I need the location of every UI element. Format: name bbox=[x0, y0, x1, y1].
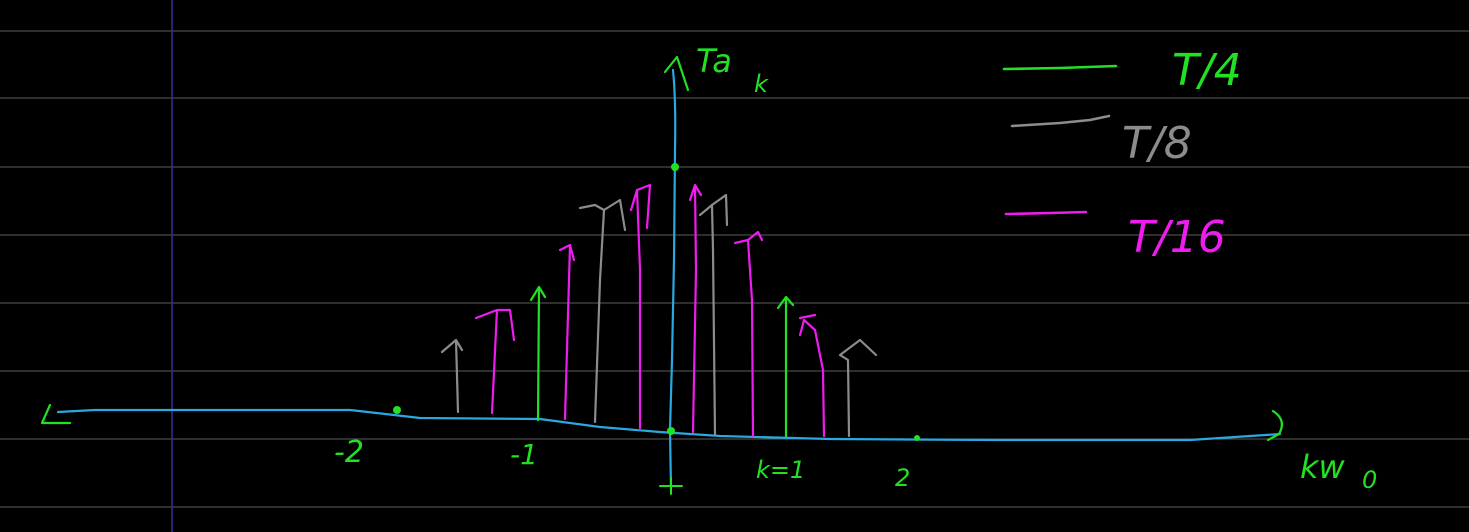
impulse-magenta bbox=[474, 308, 516, 415]
legend-swatch-t16 bbox=[1004, 210, 1088, 216]
y-axis-label-subscript: k bbox=[754, 70, 769, 98]
x-axis bbox=[56, 408, 1282, 442]
tick-label-k1: k=1 bbox=[756, 456, 805, 484]
impulse-gray bbox=[698, 193, 729, 437]
tick-label-neg1: -1 bbox=[510, 438, 538, 471]
x-axis-left-arrow bbox=[40, 403, 72, 425]
impulse-gray bbox=[578, 198, 627, 424]
legend-label-t4: T/4 bbox=[1172, 45, 1242, 96]
y-axis-bottom-tick bbox=[659, 477, 683, 495]
impulse-magenta bbox=[798, 313, 826, 438]
legend-swatches bbox=[1002, 64, 1118, 216]
impulse-green bbox=[529, 285, 547, 422]
impulses-t8 bbox=[440, 193, 878, 438]
x-axis-label-subscript: 0 bbox=[1362, 466, 1377, 494]
y-axis-dot bbox=[671, 163, 679, 171]
impulse-magenta bbox=[558, 243, 576, 421]
x-axis-label: kw bbox=[1300, 448, 1346, 486]
origin-dot bbox=[667, 427, 675, 435]
y-axis-arrow bbox=[663, 55, 690, 92]
tick-label-neg2: -2 bbox=[334, 435, 364, 470]
impulses-t4 bbox=[529, 285, 795, 438]
tick-dot-neg2 bbox=[393, 406, 401, 414]
y-axis bbox=[668, 68, 677, 492]
impulses-t16 bbox=[474, 183, 826, 438]
ruled-lines bbox=[0, 30, 1469, 508]
legend-label-t8: T/8 bbox=[1122, 118, 1192, 169]
impulse-green bbox=[776, 295, 795, 438]
impulse-gray bbox=[838, 338, 878, 438]
x-axis-right-arrow bbox=[1266, 409, 1284, 442]
legend-swatch-t8 bbox=[1010, 114, 1111, 128]
legend-label-t16: T/16 bbox=[1128, 212, 1226, 263]
impulse-magenta bbox=[688, 183, 703, 434]
impulse-gray bbox=[440, 338, 464, 414]
impulse-magenta bbox=[733, 230, 764, 438]
legend-swatch-t4 bbox=[1002, 64, 1118, 71]
y-axis-label: Ta bbox=[696, 42, 732, 80]
impulse-magenta bbox=[629, 183, 652, 430]
tick-label-pos2: 2 bbox=[895, 464, 910, 492]
tick-dot-pos2 bbox=[914, 435, 920, 441]
